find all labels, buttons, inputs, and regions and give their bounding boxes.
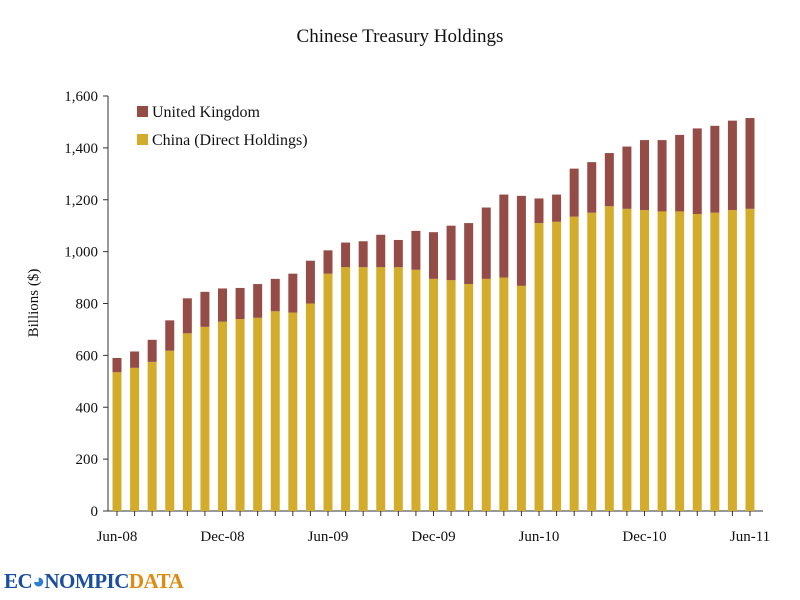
legend-swatch — [137, 106, 148, 117]
bar-china — [393, 267, 403, 511]
legend-label: United Kingdom — [152, 104, 261, 121]
bar-china — [253, 317, 263, 511]
y-tick-label: 1,400 — [64, 141, 98, 157]
bar-uk — [481, 207, 491, 279]
y-tick-label: 1,000 — [64, 245, 98, 261]
y-tick-label: 1,600 — [64, 89, 98, 105]
bar-china — [130, 367, 140, 511]
bar-uk — [411, 230, 421, 270]
bar-uk — [675, 134, 685, 212]
x-tick-label: Jun-11 — [730, 529, 770, 545]
bar-uk — [358, 241, 368, 268]
bar-uk — [534, 198, 544, 224]
bar-china — [288, 312, 298, 511]
bar-uk — [640, 140, 649, 211]
bar-china — [411, 269, 421, 511]
x-tick-label: Jun-09 — [308, 529, 349, 545]
bar-uk — [112, 357, 122, 373]
bar-china — [182, 333, 192, 511]
bar-uk — [341, 242, 351, 268]
bar-uk — [745, 118, 755, 209]
bar-uk — [305, 260, 315, 304]
bar-china — [745, 208, 755, 511]
bar-china — [534, 223, 544, 511]
bar-china — [622, 208, 632, 511]
bar-uk — [288, 273, 298, 313]
bar-uk — [569, 168, 579, 217]
bar-china — [200, 326, 210, 511]
bar-china — [516, 285, 526, 511]
x-tick-label: Dec-08 — [200, 529, 244, 545]
bar-china — [569, 216, 579, 511]
bar-china — [481, 278, 491, 511]
bar-uk — [727, 120, 737, 211]
y-tick-label: 800 — [76, 297, 99, 313]
bar-china — [604, 206, 614, 511]
bar-china — [675, 211, 685, 511]
bar-uk — [270, 278, 280, 312]
bar-china — [446, 280, 456, 511]
bar-china — [587, 212, 597, 511]
bar-uk — [499, 194, 509, 278]
y-tick-label: 600 — [76, 348, 99, 364]
bar-china — [235, 319, 245, 511]
bar-uk — [657, 140, 667, 212]
bar-china — [552, 221, 562, 511]
bar-uk — [165, 320, 175, 351]
bar-china — [657, 211, 667, 511]
bar-china — [376, 267, 386, 511]
bar-china — [341, 267, 351, 511]
legend-swatch — [137, 134, 148, 145]
bar-china — [710, 212, 720, 511]
x-tick-label: Dec-10 — [622, 529, 666, 545]
y-tick-label: 200 — [76, 452, 99, 468]
bar-uk — [710, 125, 720, 213]
x-tick-label: Jun-10 — [519, 529, 560, 545]
bar-uk — [200, 291, 210, 327]
economicdata-logo: EC◕NOMPICDATA — [4, 569, 184, 593]
bar-china — [112, 372, 122, 511]
bar-uk — [182, 298, 192, 334]
bar-china — [323, 273, 333, 511]
bar-uk — [552, 194, 562, 222]
bar-china — [165, 350, 175, 511]
chart-title: Chinese Treasury Holdings — [296, 26, 504, 47]
bar-china — [305, 303, 315, 511]
y-axis-label: Billions ($) — [26, 269, 42, 338]
bar-china — [270, 311, 280, 511]
x-tick-label: Dec-09 — [411, 529, 455, 545]
bar-uk — [446, 225, 456, 281]
bar-uk — [429, 232, 438, 279]
legend-label: China (Direct Holdings) — [152, 132, 308, 149]
bar-uk — [235, 287, 245, 320]
bar-uk — [376, 234, 386, 268]
bar-china — [358, 267, 368, 511]
bar-china — [147, 361, 157, 511]
bar-china — [429, 278, 438, 511]
bar-china — [640, 210, 649, 511]
bar-uk — [323, 250, 333, 274]
bar-uk — [147, 339, 157, 362]
bar-uk — [587, 162, 597, 213]
bar-uk — [692, 128, 702, 215]
y-tick-label: 1,200 — [64, 193, 98, 209]
bar-uk — [130, 351, 140, 368]
bar-uk — [464, 223, 474, 285]
bar-china — [464, 284, 474, 511]
bar-uk — [622, 146, 632, 209]
bar-china — [692, 214, 702, 511]
bar-china — [499, 277, 509, 511]
bar-uk — [218, 288, 227, 322]
bar-china — [727, 210, 737, 511]
bar-uk — [516, 195, 526, 286]
y-tick-label: 400 — [76, 400, 99, 416]
bar-uk — [253, 284, 263, 318]
bar-uk — [604, 153, 614, 207]
x-tick-label: Jun-08 — [97, 529, 138, 545]
bar-china — [218, 321, 227, 511]
bar-uk — [393, 239, 403, 268]
y-tick-label: 0 — [91, 504, 99, 520]
